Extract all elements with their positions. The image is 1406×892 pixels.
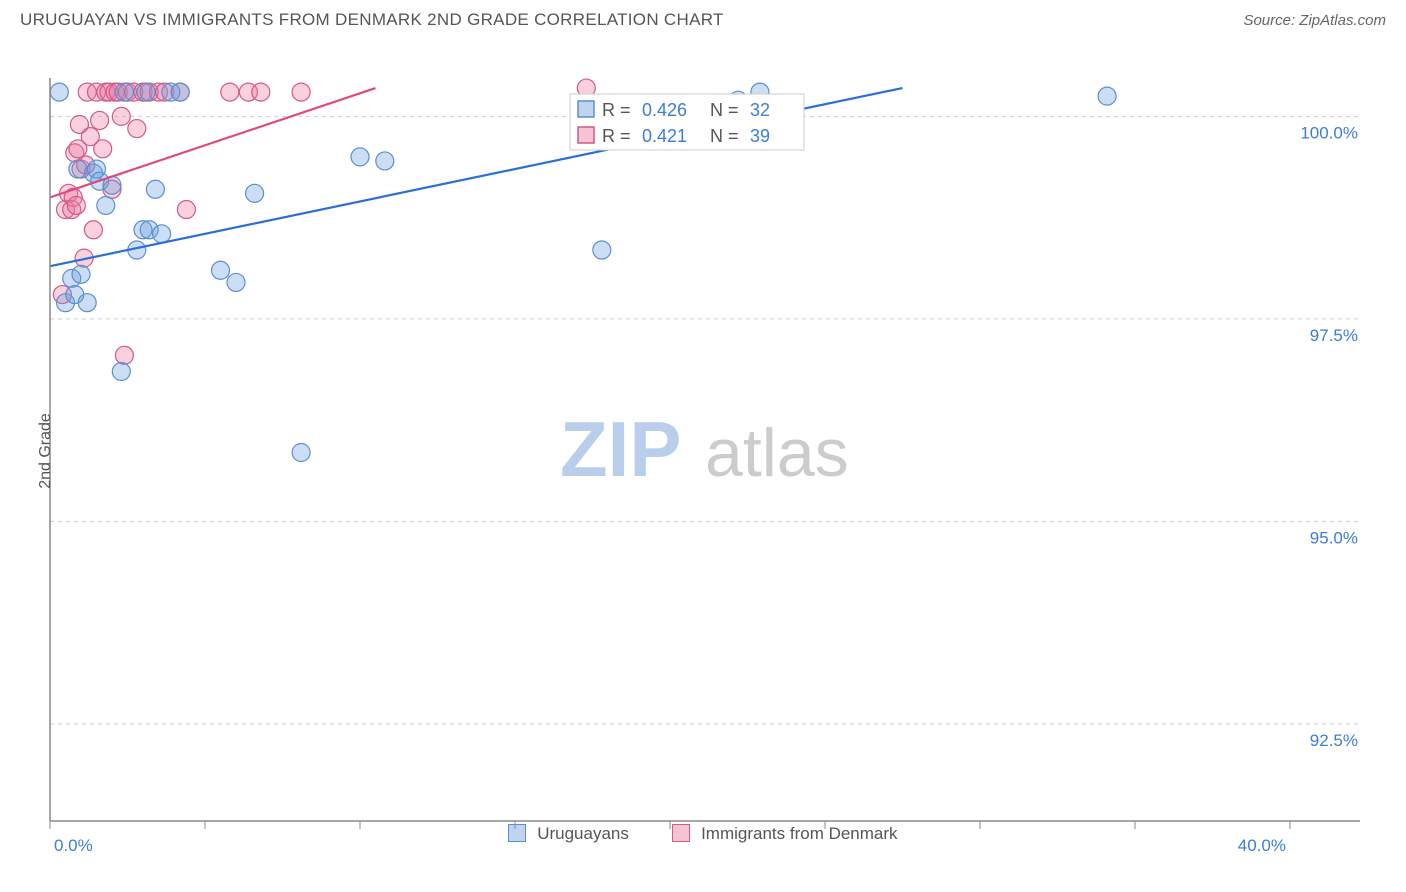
data-point [137,83,155,101]
legend-swatch-blue [508,824,526,842]
stats-N-value: 39 [750,126,770,146]
data-point [97,196,115,214]
data-point [221,83,239,101]
data-point [72,265,90,283]
legend-swatch-icon [578,127,594,143]
y-axis-label: 2nd Grade [37,413,55,489]
stats-R-label: R = [602,126,631,146]
data-point [292,444,310,462]
stats-R-label: R = [602,100,631,120]
data-point [112,107,130,125]
watermark-atlas: atlas [705,415,849,491]
header: URUGUAYAN VS IMMIGRANTS FROM DENMARK 2ND… [0,0,1406,36]
data-point [593,241,611,259]
data-point [50,83,68,101]
legend-label-pink: Immigrants from Denmark [701,824,897,843]
data-point [227,273,245,291]
chart-container: 2nd Grade 92.5%95.0%97.5%100.0%ZIPatlas0… [0,36,1406,866]
data-point [115,83,133,101]
data-point [212,261,230,279]
data-point [78,294,96,312]
data-point [177,201,195,219]
data-point [112,363,130,381]
data-point [84,221,102,239]
data-point [67,196,85,214]
data-point [376,152,394,170]
data-point [1098,87,1116,105]
data-point [146,180,164,198]
legend-label-blue: Uruguayans [537,824,629,843]
data-point [252,83,270,101]
y-tick-label: 97.5% [1310,326,1358,345]
data-point [246,184,264,202]
data-point [171,83,189,101]
legend-swatch-icon [578,101,594,117]
data-point [128,120,146,138]
stats-N-value: 32 [750,100,770,120]
source-attribution: Source: ZipAtlas.com [1243,12,1386,29]
bottom-legend: Uruguayans Immigrants from Denmark [0,824,1406,844]
stats-N-label: N = [710,126,739,146]
data-point [153,225,171,243]
y-tick-label: 100.0% [1300,123,1358,142]
watermark-zip: ZIP [560,405,681,493]
data-point [351,148,369,166]
legend-swatch-pink [672,824,690,842]
y-tick-label: 92.5% [1310,731,1358,750]
data-point [91,111,109,129]
chart-title: URUGUAYAN VS IMMIGRANTS FROM DENMARK 2ND… [20,10,724,30]
stats-N-label: N = [710,100,739,120]
data-point [115,346,133,364]
stats-R-value: 0.426 [642,100,687,120]
data-point [292,83,310,101]
scatter-chart: 92.5%95.0%97.5%100.0%ZIPatlas0.0%40.0%R … [0,36,1406,866]
data-point [94,140,112,158]
stats-R-value: 0.421 [642,126,687,146]
y-tick-label: 95.0% [1310,528,1358,547]
